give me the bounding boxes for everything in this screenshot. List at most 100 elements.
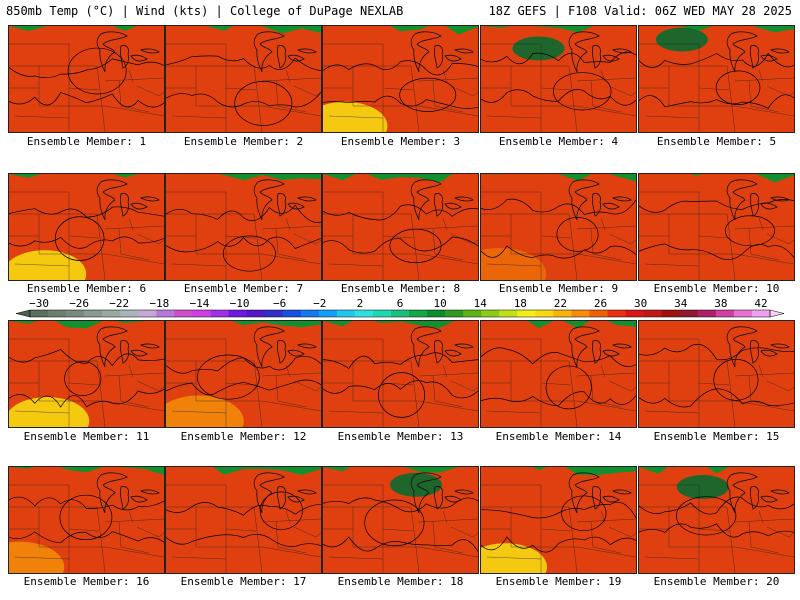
ensemble-member-map bbox=[8, 466, 165, 574]
great-lakes-outline bbox=[726, 472, 790, 514]
state-border bbox=[128, 69, 134, 83]
ensemble-member-label: Ensemble Member: 14 bbox=[495, 430, 622, 443]
ensemble-member-map bbox=[480, 25, 637, 133]
isotherm-contour bbox=[166, 236, 321, 253]
state-border bbox=[432, 80, 464, 113]
state-border bbox=[450, 526, 478, 538]
isotherm-contour bbox=[166, 92, 321, 108]
state-border bbox=[748, 228, 780, 261]
great-lakes-outline bbox=[726, 179, 790, 221]
ensemble-member-label: Ensemble Member: 1 bbox=[26, 135, 147, 148]
state-border bbox=[442, 510, 448, 524]
state-border bbox=[118, 521, 150, 554]
state-border bbox=[96, 506, 106, 573]
state-border bbox=[568, 360, 578, 427]
pressure-contour bbox=[399, 77, 457, 112]
isotherm-contour bbox=[166, 502, 321, 516]
temperature-band bbox=[166, 26, 321, 132]
colorbar-segment bbox=[535, 310, 554, 317]
colorbar-segment bbox=[553, 310, 572, 317]
colorbar-segment bbox=[679, 310, 699, 317]
state-border bbox=[726, 213, 736, 280]
temperature-band bbox=[639, 467, 794, 573]
state-border bbox=[285, 217, 291, 231]
state-border bbox=[590, 228, 622, 261]
colorbar-segment bbox=[607, 310, 627, 317]
chart-title: 850mb Temp (°C) | Wind (kts) | College o… bbox=[6, 4, 404, 18]
great-lakes-outline bbox=[410, 472, 474, 514]
isotherm-contour bbox=[639, 388, 794, 408]
state-border bbox=[608, 526, 636, 538]
cool-pocket bbox=[676, 474, 729, 499]
colorbar-tick-label: −22 bbox=[109, 298, 129, 310]
ensemble-member-label: Ensemble Member: 9 bbox=[498, 282, 619, 295]
state-border bbox=[442, 69, 448, 83]
state-border bbox=[171, 115, 227, 119]
isotherm-contour bbox=[481, 198, 636, 216]
state-border bbox=[275, 80, 307, 113]
state-border bbox=[758, 364, 764, 378]
state-border bbox=[382, 87, 414, 91]
ensemble-member-label: Ensemble Member: 4 bbox=[498, 135, 619, 148]
ensemble-member-map bbox=[8, 320, 165, 428]
cool-pocket bbox=[389, 472, 442, 497]
ensemble-member-map bbox=[638, 466, 795, 574]
state-border bbox=[261, 225, 321, 230]
state-border bbox=[293, 85, 321, 97]
state-border bbox=[486, 263, 542, 267]
state-border bbox=[261, 77, 321, 82]
state-border bbox=[293, 233, 321, 245]
isotherm-contour bbox=[9, 496, 164, 511]
state-border bbox=[261, 253, 321, 265]
state-border bbox=[734, 77, 794, 82]
state-border bbox=[608, 380, 636, 392]
state-border bbox=[450, 380, 478, 392]
isotherm-contour bbox=[323, 95, 478, 109]
state-border bbox=[328, 263, 384, 267]
state-border bbox=[418, 225, 478, 230]
state-border bbox=[68, 528, 100, 532]
state-border bbox=[261, 518, 321, 523]
state-border bbox=[540, 528, 572, 532]
isotherm-contour bbox=[9, 348, 164, 367]
colorbar-segment bbox=[66, 310, 85, 317]
great-lakes-outline bbox=[568, 179, 632, 221]
ensemble-member-label: Ensemble Member: 12 bbox=[180, 430, 307, 443]
isotherm-contour bbox=[323, 380, 478, 399]
colorbar-tick-label: 42 bbox=[754, 298, 767, 310]
cool-pocket bbox=[512, 36, 565, 61]
temperature-band bbox=[9, 467, 164, 573]
colorbar-segment bbox=[30, 310, 49, 317]
state-border bbox=[766, 233, 794, 245]
state-border bbox=[104, 105, 164, 117]
state-border bbox=[432, 228, 464, 261]
isotherm-contour bbox=[481, 347, 636, 367]
pressure-contour bbox=[197, 354, 260, 400]
colorbar-segment bbox=[463, 310, 482, 317]
run-valid-time: 18Z GEFS | F108 Valid: 06Z WED MAY 28 20… bbox=[488, 4, 792, 18]
colorbar-tick-label: −30 bbox=[29, 298, 49, 310]
great-lakes-outline bbox=[253, 31, 317, 73]
colorbar-tick-label: −10 bbox=[230, 298, 250, 310]
colorbar-segment bbox=[300, 310, 320, 317]
great-lakes-outline bbox=[253, 472, 317, 514]
pressure-contour bbox=[378, 372, 426, 418]
state-border bbox=[253, 360, 263, 427]
state-border bbox=[766, 85, 794, 97]
ensemble-member-map bbox=[8, 25, 165, 133]
colorbar-segment bbox=[643, 310, 663, 317]
ensemble-member-map bbox=[480, 320, 637, 428]
ensemble-member-label: Ensemble Member: 2 bbox=[183, 135, 304, 148]
state-border bbox=[410, 65, 420, 132]
colorbar-tick-label: −2 bbox=[313, 298, 326, 310]
state-border bbox=[576, 546, 636, 558]
ensemble-member-label: Ensemble Member: 5 bbox=[656, 135, 777, 148]
isotherm-contour bbox=[481, 536, 636, 553]
state-border bbox=[293, 380, 321, 392]
great-lakes-outline bbox=[568, 472, 632, 514]
state-border bbox=[576, 225, 636, 230]
temperature-band bbox=[481, 321, 636, 427]
ensemble-member-label: Ensemble Member: 19 bbox=[495, 575, 622, 588]
colorbar-tick-label: −6 bbox=[273, 298, 286, 310]
state-border bbox=[608, 233, 636, 245]
